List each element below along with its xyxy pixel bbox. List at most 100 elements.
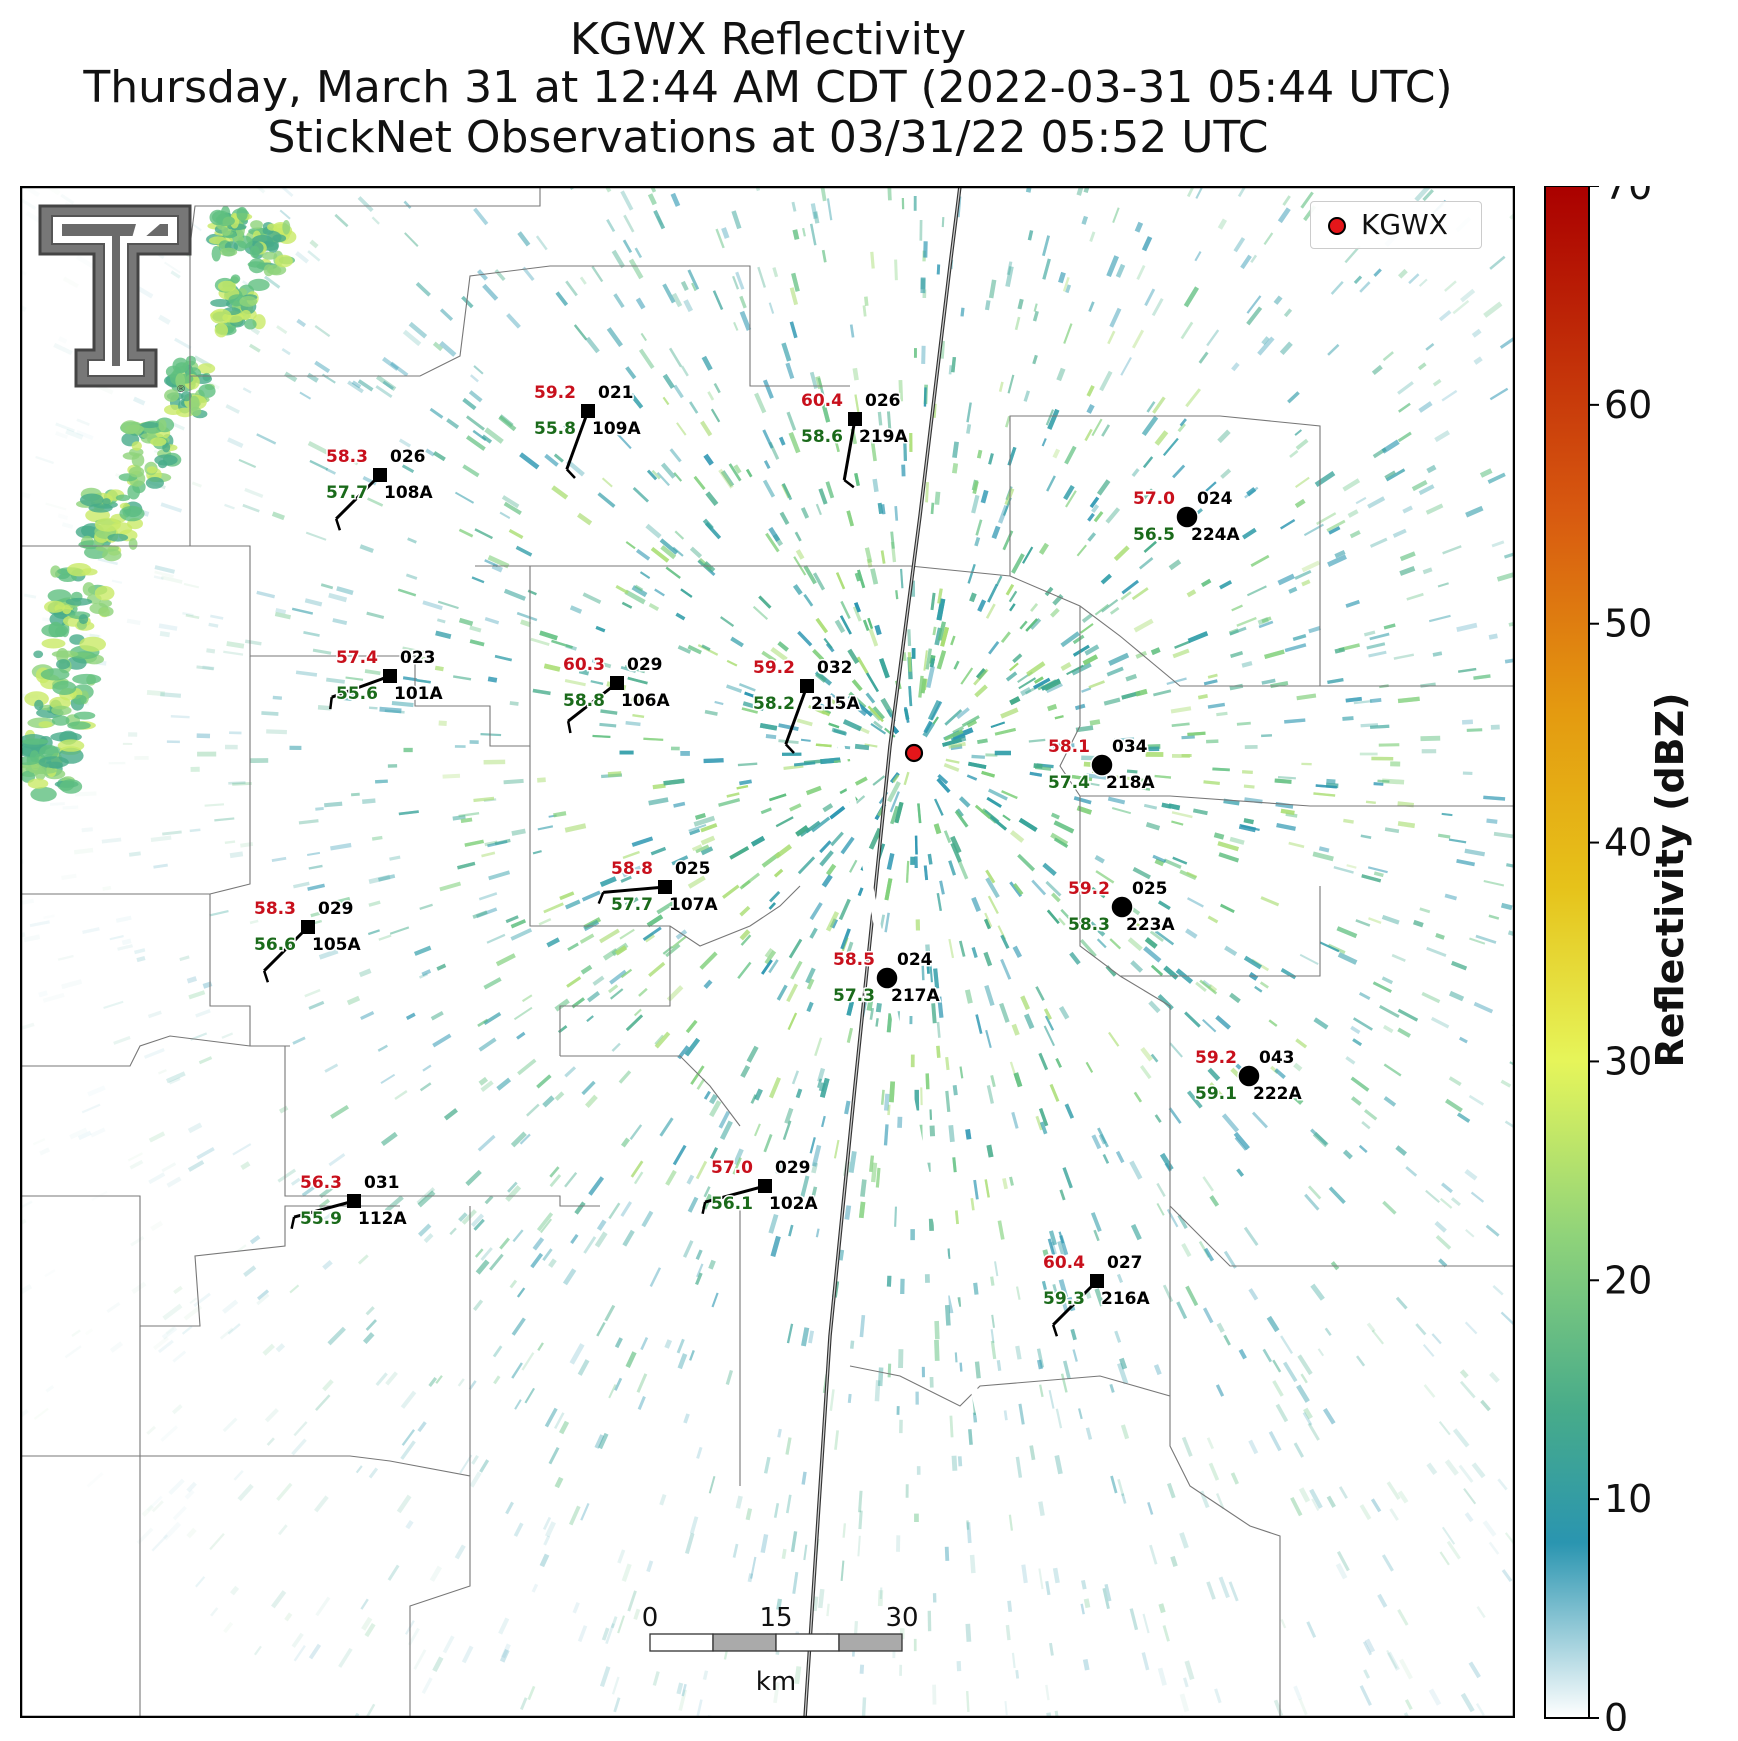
- station-marker-calm-circle[interactable]: [1175, 505, 1199, 529]
- station-id: 112A: [358, 1209, 407, 1229]
- radar-map[interactable]: 59.2 021 55.8 109A 60.4 026 58.6 219A 58.3 026 57.…: [20, 186, 1515, 1718]
- colorbar: 0 10 20 30 40 50 60 70: [1544, 186, 1652, 1731]
- wind-barb: [335, 473, 382, 520]
- station-102A[interactable]: 57.0 029 56.1 102A: [701, 1157, 820, 1216]
- station-dewpoint: 55.8: [534, 419, 576, 439]
- station-dewpoint: 57.4: [1048, 773, 1090, 793]
- station-dewpoint: 56.1: [711, 1194, 753, 1214]
- station-dewpoint: 57.7: [326, 483, 368, 503]
- wind-barb-flag: [843, 479, 855, 489]
- station-temperature: 59.2: [534, 383, 576, 403]
- station-id: 217A: [891, 986, 940, 1006]
- station-wind-direction: 031: [364, 1173, 400, 1193]
- station-marker-calm-circle[interactable]: [875, 966, 899, 990]
- station-wind-direction: 034: [1112, 737, 1148, 757]
- colorbar-tick-60: 60: [1604, 383, 1652, 427]
- station-id: 218A: [1106, 773, 1155, 793]
- station-marker-calm-circle[interactable]: [1237, 1064, 1261, 1088]
- wind-barb-flag: [334, 518, 342, 531]
- wind-barb-flag: [290, 1216, 296, 1230]
- station-wind-direction: 024: [897, 950, 933, 970]
- station-dewpoint: 58.8: [563, 691, 605, 711]
- station-218A[interactable]: 58.1 034 57.4 218A: [1047, 736, 1157, 795]
- station-222A[interactable]: 59.2 043 59.1 222A: [1194, 1047, 1304, 1106]
- station-dewpoint: 59.1: [1195, 1084, 1237, 1104]
- station-marker-square[interactable]: [1090, 1274, 1104, 1288]
- station-224A[interactable]: 57.0 024 56.5 224A: [1132, 488, 1242, 547]
- station-temperature: 60.4: [1043, 1253, 1085, 1273]
- station-id: 222A: [1253, 1084, 1302, 1104]
- station-wind-direction: 026: [865, 391, 901, 411]
- station-marker-square[interactable]: [581, 404, 595, 418]
- station-marker-square[interactable]: [800, 679, 814, 693]
- county-borders: [20, 186, 1515, 1718]
- station-107A[interactable]: 58.8 025 57.7 107A: [597, 858, 720, 917]
- station-223A[interactable]: 59.2 025 58.3 223A: [1067, 878, 1177, 937]
- station-217A[interactable]: 58.5 024 57.3 217A: [832, 949, 942, 1008]
- station-106A[interactable]: 60.3 029 58.8 106A: [562, 654, 672, 734]
- station-marker-square[interactable]: [610, 676, 624, 690]
- station-215A[interactable]: 59.2 032 58.2 215A: [752, 657, 862, 754]
- wind-barb-flag: [1051, 1324, 1059, 1337]
- station-dewpoint: 57.7: [611, 895, 653, 915]
- station-temperature: 57.0: [711, 1158, 753, 1178]
- station-101A[interactable]: 57.4 023 55.6 101A: [329, 647, 445, 710]
- station-marker-square[interactable]: [347, 1194, 361, 1208]
- wind-barb: [784, 685, 809, 745]
- station-marker-calm-circle[interactable]: [1090, 753, 1114, 777]
- station-temperature: 58.8: [611, 859, 653, 879]
- station-marker-square[interactable]: [383, 669, 397, 683]
- station-wind-direction: 029: [627, 655, 663, 675]
- registered-mark: ®: [176, 384, 186, 395]
- station-id: 107A: [669, 895, 718, 915]
- station-dewpoint: 58.3: [1068, 915, 1110, 935]
- wind-barb: [263, 925, 310, 972]
- legend: KGWX: [1310, 201, 1482, 249]
- colorbar-label: Reflectivity (dBZ): [1648, 692, 1692, 1068]
- wind-barb: [704, 1184, 766, 1204]
- radar-beam-blockage: [836, 740, 1044, 1718]
- station-wind-direction: 025: [675, 859, 711, 879]
- station-112A[interactable]: 56.3 031 55.9 112A: [290, 1172, 409, 1231]
- radar-site-dot[interactable]: [904, 743, 924, 763]
- colorbar-tick-50: 50: [1604, 602, 1652, 646]
- station-wind-direction: 021: [598, 383, 634, 403]
- station-marker-square[interactable]: [848, 412, 862, 426]
- station-temperature: 58.3: [254, 899, 296, 919]
- station-wind-direction: 043: [1259, 1048, 1295, 1068]
- wind-barb-flag: [565, 468, 576, 479]
- station-105A[interactable]: 58.3 029 56.6 105A: [253, 898, 363, 983]
- station-216A[interactable]: 60.4 027 59.3 216A: [1042, 1252, 1152, 1337]
- scale-tick-0: 0: [642, 1603, 659, 1633]
- station-temperature: 58.3: [326, 447, 368, 467]
- station-dewpoint: 56.5: [1133, 525, 1175, 545]
- wind-barb: [842, 418, 857, 481]
- station-temperature: 58.1: [1048, 737, 1090, 757]
- station-wind-direction: 027: [1107, 1253, 1143, 1273]
- station-109A[interactable]: 59.2 021 55.8 109A: [533, 382, 643, 479]
- station-id: 223A: [1126, 915, 1175, 935]
- station-219A[interactable]: 60.4 026 58.6 219A: [800, 390, 910, 489]
- station-108A[interactable]: 58.3 026 57.7 108A: [325, 446, 435, 531]
- wind-barb-flag: [701, 1201, 707, 1215]
- title-line-1: KGWX Reflectivity: [569, 14, 967, 65]
- wind-barb: [567, 681, 618, 723]
- station-marker-calm-circle[interactable]: [1110, 895, 1134, 919]
- station-dewpoint: 55.9: [300, 1209, 342, 1229]
- radar-site-marker[interactable]: [894, 733, 934, 773]
- station-marker-square[interactable]: [301, 920, 315, 934]
- colorbar-tick-0: 0: [1604, 1696, 1628, 1731]
- sticknet-stations: 59.2 021 55.8 109A 60.4 026 58.6 219A 58.3 026 57.…: [253, 382, 1304, 1337]
- colorbar-tick-70: 70: [1604, 186, 1652, 208]
- station-marker-square[interactable]: [658, 880, 672, 894]
- station-temperature: 59.2: [753, 658, 795, 678]
- station-marker-square[interactable]: [373, 468, 387, 482]
- station-dewpoint: 59.3: [1043, 1289, 1085, 1309]
- station-temperature: 58.5: [833, 950, 875, 970]
- station-id: 215A: [811, 694, 860, 714]
- station-id: 105A: [312, 935, 361, 955]
- station-dewpoint: 58.6: [801, 427, 843, 447]
- colorbar-tick-40: 40: [1604, 821, 1652, 865]
- station-marker-square[interactable]: [758, 1179, 772, 1193]
- scale-unit: km: [756, 1667, 796, 1697]
